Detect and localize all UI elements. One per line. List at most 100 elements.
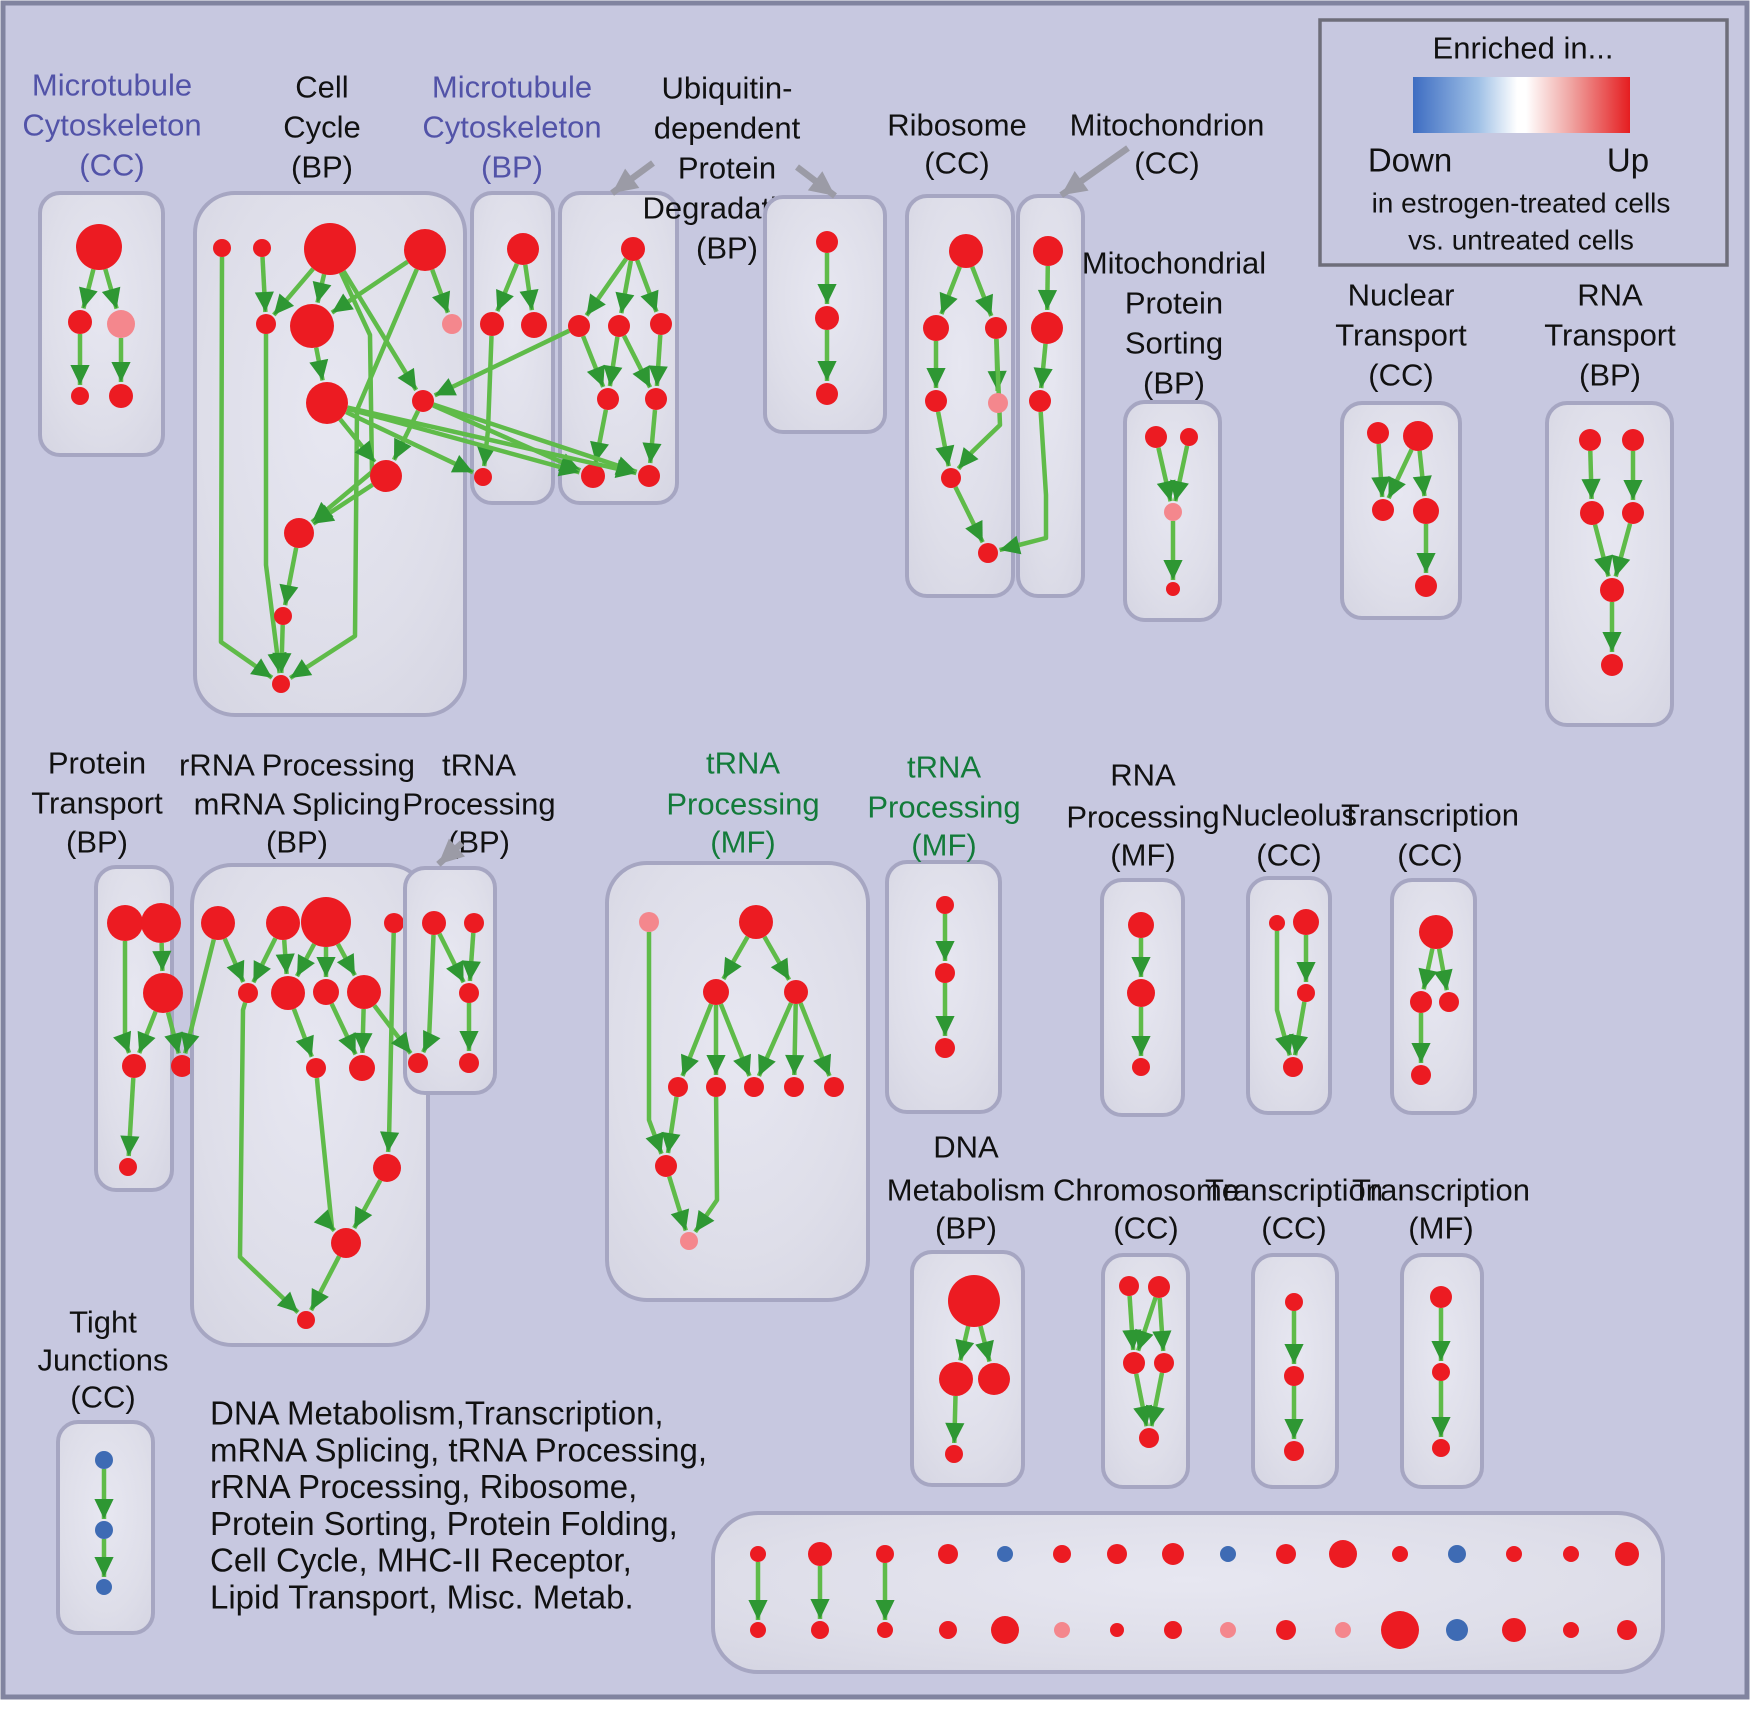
edge-arrow (79, 268, 98, 309)
go-term-node-red (1600, 578, 1624, 602)
group-label-line: Junctions (38, 1343, 169, 1378)
go-term-node-pink (1335, 1622, 1351, 1638)
group-label-line: Ribosome (887, 108, 1027, 143)
go-term-node-red (645, 388, 667, 410)
edge-arrow (1152, 1297, 1172, 1352)
legend-subtitle-line: in estrogen-treated cells (1372, 188, 1671, 219)
group-label-line: (CC) (70, 1380, 135, 1415)
go-term-node-red (464, 913, 484, 933)
go-term-node-red (621, 237, 645, 261)
go-term-node-red (1110, 1623, 1124, 1637)
category-text-line: Protein Sorting, Protein Folding, (210, 1505, 678, 1542)
go-term-node-red (815, 306, 839, 330)
group-label-line: Cycle (283, 110, 361, 145)
go-term-node-red (936, 896, 954, 914)
go-term-node-red (1283, 1057, 1303, 1077)
group-label-line: mRNA Splicing (194, 787, 401, 822)
group-ribosome-cc: Ribosome(CC) (887, 108, 1027, 598)
edge-arrow (251, 937, 278, 984)
go-term-node-red (824, 1077, 844, 1097)
cross-edge-arrow (433, 328, 571, 398)
go-term-node-red (784, 980, 808, 1004)
group-rrna-processing-mrna-splicing-bp: rRNA Processing mRNA Splicing(BP) (179, 748, 430, 1347)
go-term-node-red (71, 387, 89, 405)
group-label-line: Protein (1125, 286, 1223, 321)
go-term-node-pink (107, 310, 135, 338)
group-label-line: (BP) (935, 1211, 997, 1246)
go-term-node-red (608, 315, 630, 337)
group-box (38, 191, 165, 457)
edge-arrow (590, 409, 609, 463)
edge-arrow (648, 334, 668, 387)
go-term-node-red (274, 607, 292, 625)
legend-up-label: Up (1607, 142, 1649, 179)
go-term-node-red (978, 543, 998, 563)
group-label-line: (BP) (1143, 366, 1205, 401)
group-label-line: Microtubule (432, 70, 592, 105)
group-box (1340, 401, 1462, 620)
go-term-node-blue (1448, 1545, 1466, 1563)
go-term-node-red (1563, 1622, 1579, 1638)
callout-arrow (795, 164, 837, 199)
go-term-node-red (750, 1546, 766, 1562)
edge-arrow (430, 268, 451, 314)
edge-arrow (1037, 265, 1058, 311)
group-ubiquitin-degradation-box2 (763, 195, 887, 434)
go-term-node-red (68, 310, 92, 334)
go-term-node-red (668, 1077, 688, 1097)
go-term-node-red (107, 905, 143, 941)
edge-arrow (667, 1175, 690, 1232)
group-box (1390, 878, 1477, 1115)
edge-arrow (330, 259, 409, 315)
edge-arrow (222, 937, 246, 983)
go-term-node-red (171, 1055, 193, 1077)
category-text-line: mRNA Splicing, tRNA Processing, (210, 1431, 707, 1468)
go-term-node-red (213, 239, 231, 257)
group-box (1101, 1253, 1190, 1489)
group-trna-processing-mf-large: tRNA Processing(MF) (605, 746, 870, 1302)
go-term-node-red (650, 313, 672, 335)
go-term-node-red (474, 468, 492, 486)
group-label-line: Cell (295, 70, 348, 105)
group-label-line: Sorting (1125, 326, 1223, 361)
group-label-line: tRNA (442, 748, 516, 783)
cross-edge-arrow (180, 938, 216, 1054)
legend-box (1318, 18, 1729, 267)
go-term-node-red (1432, 1439, 1450, 1457)
go-term-node-red (284, 518, 314, 548)
go-term-node-red (1580, 501, 1604, 525)
group-chromosome-cc: Chromosome(CC) (1053, 1173, 1239, 1489)
edge-arrow (311, 482, 374, 526)
go-term-node-red (1502, 1618, 1526, 1642)
go-term-node-red (507, 233, 539, 265)
group-protein-transport-bp: Protein Transport (BP) (31, 746, 193, 1192)
go-term-node-red (1392, 1546, 1408, 1562)
go-term-node-red (272, 675, 290, 693)
go-term-node-red (1180, 428, 1198, 446)
edge-arrow (335, 942, 357, 977)
legend: Enriched in... Down Up in estrogen-treated … (1318, 18, 1729, 267)
go-term-node-pink (1164, 503, 1182, 521)
group-label-line: Nuclear (1348, 278, 1455, 313)
misc-terms-box (711, 1511, 1665, 1674)
group-label-line: Chromosome (1053, 1173, 1239, 1208)
group-label-line: (CC) (1397, 838, 1462, 873)
go-term-node-red (1439, 992, 1459, 1012)
group-transcription-cc-lower: Transcription(CC) (1205, 1173, 1383, 1489)
group-rna-transport-bp: RNA Transport (BP) (1544, 278, 1676, 727)
go-term-node-red (597, 388, 619, 410)
edge-arrow (1581, 450, 1601, 500)
group-label-line: RNA (1577, 278, 1643, 313)
go-term-node-red (949, 234, 983, 268)
edge-arrow (956, 338, 1003, 471)
group-microtubule-cytoskeleton-cc: Microtubule Cytoskeleton (CC) (22, 68, 202, 457)
go-term-node-red (253, 239, 271, 257)
go-term-node-red (1053, 1545, 1071, 1563)
go-term-node-pink (1054, 1622, 1070, 1638)
go-term-node-red (331, 1228, 361, 1258)
group-box (1016, 194, 1085, 598)
group-label-line: (CC) (1256, 838, 1321, 873)
edge-arrow (970, 265, 994, 317)
